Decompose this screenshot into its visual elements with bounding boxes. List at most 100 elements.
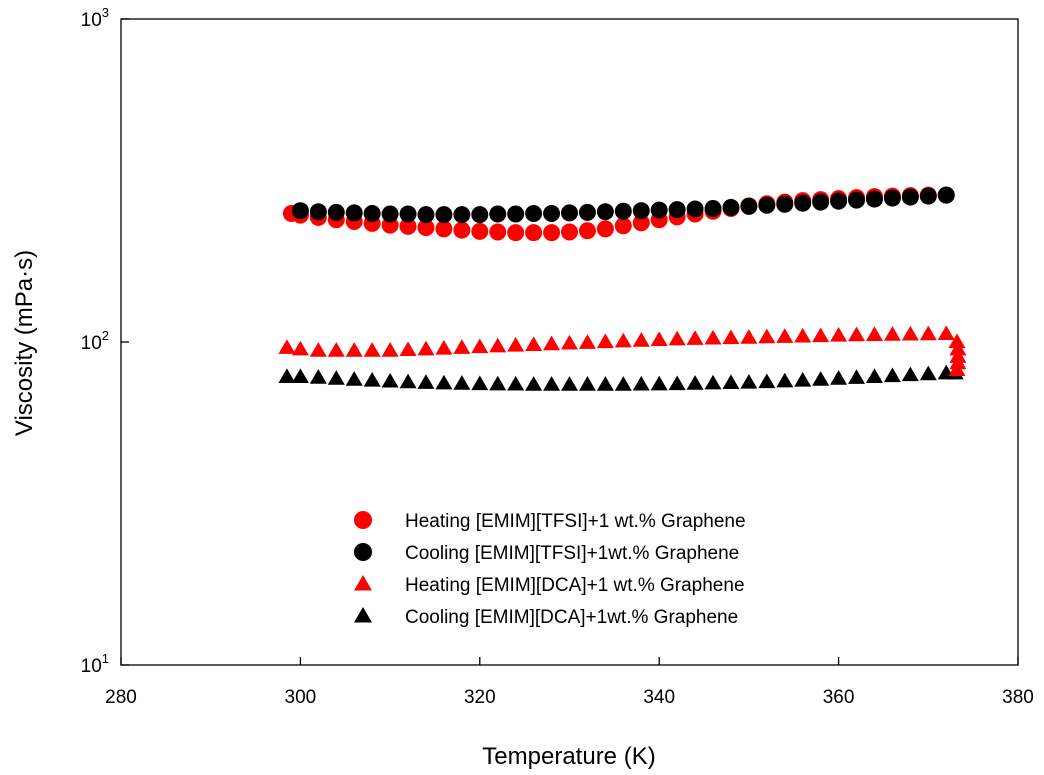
data-point xyxy=(830,192,848,210)
data-point xyxy=(848,369,866,384)
data-point xyxy=(363,204,381,222)
data-point xyxy=(453,375,471,390)
data-point xyxy=(848,191,866,209)
legend-label: Heating [EMIM][TFSI]+1 wt.% Graphene xyxy=(405,511,746,532)
series-3 xyxy=(278,364,964,391)
data-point xyxy=(578,203,596,221)
data-point xyxy=(489,375,507,391)
legend-marker xyxy=(354,575,372,591)
data-point xyxy=(525,336,543,351)
data-point xyxy=(471,222,489,240)
data-point xyxy=(489,205,507,223)
data-point xyxy=(345,371,363,386)
data-point xyxy=(937,325,955,340)
legend: Heating [EMIM][TFSI]+1 wt.% Graphene Cool… xyxy=(354,511,746,628)
data-point xyxy=(776,328,794,343)
data-point xyxy=(614,202,632,220)
data-point xyxy=(919,325,937,341)
data-point xyxy=(948,361,966,376)
data-point xyxy=(507,375,525,391)
data-point xyxy=(632,202,650,220)
data-point xyxy=(435,206,453,224)
data-point xyxy=(704,374,722,390)
data-point xyxy=(722,198,740,216)
data-point xyxy=(471,375,489,391)
data-point xyxy=(278,368,296,383)
data-point xyxy=(345,342,363,357)
data-point xyxy=(650,201,668,219)
data-point xyxy=(632,375,650,391)
data-point xyxy=(901,188,919,206)
data-point xyxy=(948,333,966,349)
y-tick-label: 101 xyxy=(81,651,109,677)
data-point xyxy=(901,325,919,341)
data-point xyxy=(381,205,399,223)
data-point xyxy=(596,220,614,238)
data-point xyxy=(883,367,901,383)
series-2 xyxy=(278,325,955,357)
data-point xyxy=(740,374,758,389)
data-point xyxy=(309,203,327,221)
data-point xyxy=(578,222,596,240)
data-point xyxy=(525,376,543,391)
data-point xyxy=(453,221,471,239)
data-point xyxy=(489,223,507,241)
data-point xyxy=(327,370,345,385)
data-point xyxy=(309,342,327,357)
data-point xyxy=(489,337,507,353)
legend-marker xyxy=(354,511,372,529)
data-point xyxy=(381,372,399,388)
data-point xyxy=(740,329,758,344)
data-point xyxy=(668,201,686,219)
y-tick-label: 103 xyxy=(81,5,109,31)
data-point xyxy=(668,330,686,346)
y-axis-title: Viscosity (mPa·s) xyxy=(11,250,38,436)
data-point xyxy=(417,374,435,389)
data-point xyxy=(327,203,345,221)
data-point xyxy=(883,189,901,207)
x-tick-label: 360 xyxy=(823,687,855,708)
data-point xyxy=(417,340,435,356)
data-point xyxy=(794,194,812,212)
data-point xyxy=(758,328,776,344)
y-tick-label: 102 xyxy=(81,328,109,354)
data-point xyxy=(883,326,901,341)
data-point xyxy=(949,354,967,370)
data-point xyxy=(812,371,830,386)
data-point xyxy=(543,224,561,242)
data-series-layer xyxy=(278,186,967,391)
x-tick-label: 320 xyxy=(464,687,496,708)
data-point xyxy=(278,339,296,354)
data-point xyxy=(830,370,848,385)
data-point xyxy=(686,330,704,345)
data-point xyxy=(291,202,309,220)
data-point xyxy=(596,376,614,391)
data-point xyxy=(291,340,309,356)
data-point xyxy=(561,334,578,350)
data-point xyxy=(794,371,812,387)
data-point xyxy=(435,220,453,238)
data-point xyxy=(937,186,955,204)
data-point xyxy=(453,339,471,354)
data-point xyxy=(632,332,650,347)
data-point xyxy=(865,190,883,208)
data-point xyxy=(363,371,381,387)
data-point xyxy=(327,342,345,357)
data-point xyxy=(794,327,812,343)
data-point xyxy=(722,329,740,345)
legend-label: Cooling [EMIM][DCA]+1wt.% Graphene xyxy=(405,607,738,628)
data-point xyxy=(686,200,704,218)
x-tick-label: 300 xyxy=(285,687,317,708)
data-point xyxy=(812,193,830,211)
data-point xyxy=(614,332,632,348)
data-point xyxy=(919,365,937,381)
series-4 xyxy=(948,333,967,376)
legend-label: Heating [EMIM][DCA]+1 wt.% Graphene xyxy=(405,575,745,596)
data-point xyxy=(561,376,578,391)
data-point xyxy=(949,340,967,356)
data-point xyxy=(686,375,704,390)
data-point xyxy=(650,375,668,391)
x-tick-label: 340 xyxy=(643,687,675,708)
data-point xyxy=(291,368,309,383)
